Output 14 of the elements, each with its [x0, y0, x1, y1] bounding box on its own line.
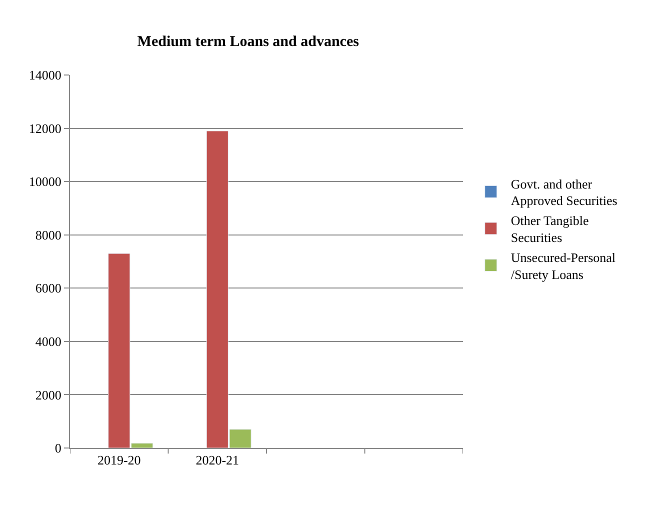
- x-tick-label: 2019-20: [97, 452, 141, 468]
- y-tick-label: 0: [54, 440, 62, 456]
- y-tick-label: 2000: [35, 387, 62, 402]
- y-tick-label: 4000: [35, 334, 62, 349]
- y-tick-label: 12000: [28, 120, 62, 136]
- y-tick-label: 14000: [28, 68, 62, 83]
- y-tick-label: 6000: [35, 280, 62, 296]
- y-tick-label: 10000: [28, 174, 62, 190]
- legend-label: Govt. and other Approved Securities: [510, 176, 618, 208]
- legend-label: Unsecured-Personal /Surety Loans: [510, 250, 616, 282]
- legend-label: Other Tangible Securities: [510, 213, 589, 245]
- chart-title: Medium term Loans and advances: [137, 34, 360, 50]
- x-tick-label: 2020-21: [196, 452, 240, 468]
- y-tick-label: 8000: [35, 227, 62, 242]
